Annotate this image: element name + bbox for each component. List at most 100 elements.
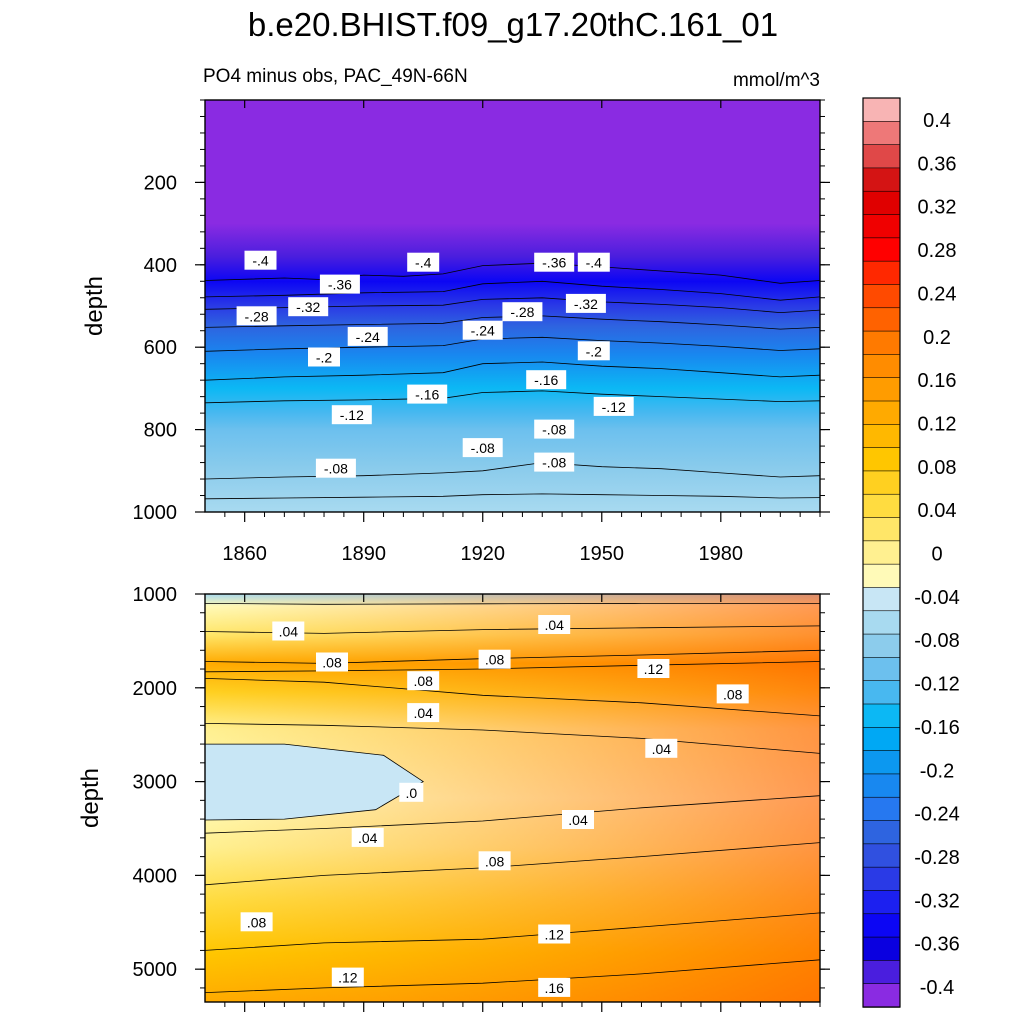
- contour-label-text: -.08: [542, 455, 566, 471]
- y-tick-label: 3000: [133, 772, 178, 794]
- colorbar-label: 0.12: [918, 413, 957, 435]
- lower-ylabel: depth: [77, 768, 104, 828]
- contour-label-text: -.08: [542, 422, 566, 438]
- y-tick-label: 4000: [133, 865, 178, 887]
- contour-label: -.16: [526, 370, 567, 390]
- contour-label-bg: [478, 649, 511, 669]
- colorbar-swatch: [862, 307, 901, 332]
- contour-label-bg: [593, 396, 634, 416]
- colorbar-swatch: [862, 214, 901, 239]
- y-tick-label: 400: [144, 255, 177, 277]
- upper-axis-ticks: 1860 1890 1920 1950 1980 200 400 600 800 1000: [133, 99, 830, 565]
- colorbar-label: 0.4: [923, 110, 951, 132]
- colorbar-swatch: [862, 796, 901, 822]
- upper-panel: 1860 1890 1920 1950 1980 200 400 600 800 1000 -.4…: [81, 99, 830, 565]
- contour-label-text: .04: [568, 812, 588, 828]
- contour-label-bg: [236, 306, 277, 326]
- contour-label: -.24: [462, 320, 503, 340]
- contour-label-bg: [538, 924, 571, 944]
- contour-label: -.2: [308, 347, 340, 367]
- contour-label-text: -.36: [542, 255, 566, 271]
- contour-label-text: -.08: [471, 440, 495, 456]
- contour-label: -.08: [534, 419, 575, 439]
- colorbar-swatch: [862, 424, 901, 449]
- contour-label: .04: [645, 738, 678, 758]
- lower-panel: 1000 2000 3000 4000 5000 .04 .04 .08 .08 .12 .08.…: [77, 584, 830, 1012]
- contour-label: -.4: [407, 252, 440, 272]
- contour-label-bg: [565, 293, 606, 313]
- contour-label-bg: [315, 458, 356, 478]
- upper-frame: [204, 99, 821, 513]
- colorbar: 0.4 0.36 0.32 0.28 0.24 0.2 0.16 0.12 0.08 0.04 0 -…: [862, 97, 960, 1008]
- contour-label: -.32: [288, 297, 329, 317]
- colorbar-label: 0.16: [918, 370, 957, 392]
- contour-label-bg: [331, 967, 364, 987]
- contour-label: -.36: [534, 252, 575, 272]
- contour-label-text: .16: [544, 980, 564, 996]
- y-tick-label: 800: [144, 420, 177, 442]
- contour-line: [205, 297, 820, 314]
- colorbar-swatch: [862, 330, 901, 356]
- lower-frame: [204, 593, 821, 1003]
- contour-label-bg: [399, 782, 424, 802]
- colorbar-label: -0.16: [914, 717, 960, 739]
- colorbar-label: 0.32: [918, 197, 957, 219]
- contour-label: -.28: [236, 306, 277, 326]
- x-tick-label: 1890: [341, 543, 386, 565]
- colorbar-swatch: [862, 563, 901, 589]
- contour-label-text: .12: [644, 661, 664, 677]
- contour-label: -.24: [347, 326, 388, 346]
- contour-label-bg: [308, 347, 340, 367]
- contour-line: [205, 361, 820, 381]
- contour-label-text: -.24: [356, 329, 380, 345]
- contour-line: [205, 493, 820, 500]
- contour-line: [205, 603, 820, 605]
- contour-label-text: .12: [338, 970, 358, 986]
- contour-label-text: -.16: [534, 372, 558, 388]
- colorbar-label: -0.24: [914, 804, 960, 826]
- colorbar-swatch: [862, 866, 901, 892]
- x-tick-label: 1920: [460, 543, 505, 565]
- contour-label: .08: [240, 912, 273, 932]
- y-tick-label: 200: [144, 172, 177, 194]
- contour-label-bg: [462, 320, 503, 340]
- contour-label: .04: [407, 703, 440, 723]
- contour-label-text: -.12: [602, 399, 626, 415]
- colorbar-swatch: [862, 284, 901, 309]
- contour-line: [205, 280, 820, 301]
- contour-label: -.36: [319, 274, 360, 294]
- x-tick-label: 1860: [222, 543, 267, 565]
- colorbar-label: -0.08: [914, 630, 960, 652]
- contour-label: -.32: [565, 293, 606, 313]
- upper-contour-labels: -.4 -.4 -.36 -.4 -.36 -.32 -.28 -.28 -.32 -.24 -.2…: [236, 250, 634, 478]
- contour-label: .04: [562, 810, 594, 829]
- contour-label-text: .0: [405, 785, 417, 801]
- contour-label-bg: [645, 738, 678, 758]
- contour-label-text: .04: [358, 830, 378, 846]
- contour-line: [205, 723, 820, 754]
- colorbar-swatch: [862, 890, 901, 915]
- contour-label: -.08: [315, 458, 356, 478]
- contour-line: [205, 661, 820, 673]
- colorbar-swatch: [862, 983, 901, 1008]
- y-tick-label: 5000: [133, 959, 178, 981]
- contour-label: .0: [399, 782, 424, 802]
- y-tick-label: 600: [144, 337, 177, 359]
- contour-label-bg: [637, 659, 670, 678]
- contour-label: -.16: [407, 384, 448, 404]
- lower-axis-ticks: 1000 2000 3000 4000 5000: [133, 584, 830, 1012]
- y-tick-label: 1000: [133, 584, 178, 606]
- contour-label-bg: [502, 302, 543, 322]
- contour-line: [205, 678, 820, 717]
- contour-label-bg: [407, 252, 440, 272]
- contour-label-bg: [407, 384, 448, 404]
- contour-line: [205, 912, 820, 951]
- colorbar-swatch: [862, 610, 901, 635]
- colorbar-label: 0: [931, 544, 942, 566]
- contour-label: -.2: [577, 341, 610, 361]
- contour-label-text: -.32: [296, 299, 320, 315]
- contour-label: -.12: [593, 396, 634, 416]
- colorbar-label: 0.36: [918, 153, 957, 175]
- contour-label-bg: [478, 851, 511, 871]
